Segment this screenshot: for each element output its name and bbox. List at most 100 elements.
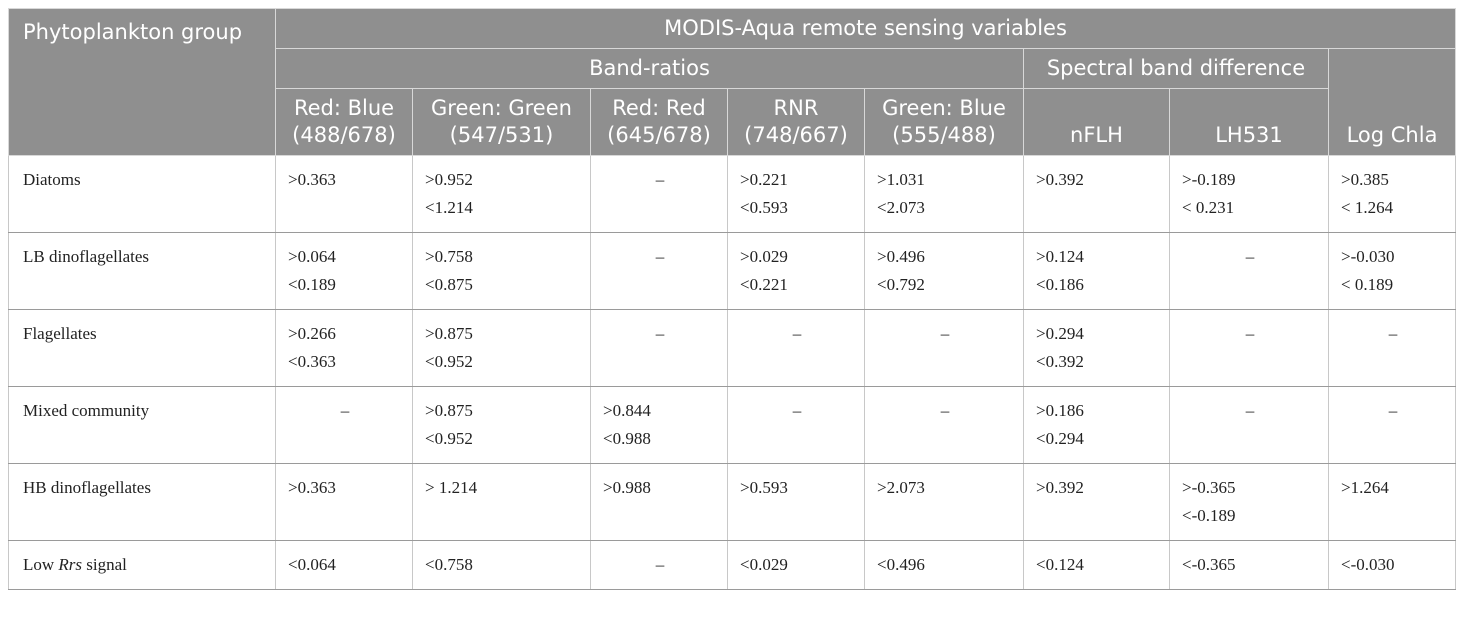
table-cell: – [727,309,865,387]
cell-line: >0.392 [1036,478,1084,497]
row-label: Diatoms [8,155,276,233]
cell-line: >0.266 [288,324,336,343]
table-cell: – [727,386,865,464]
cell-line: – [792,401,802,420]
cell-line: – [1388,401,1398,420]
cell-line: – [1245,324,1255,343]
label-part: Mixed community [23,401,150,420]
cell-line: – [1245,401,1255,420]
table-cell: >0.064 <0.189 [275,232,413,310]
cell-line: <0.392 [1036,352,1084,371]
cell-line: – [940,401,950,420]
table-cell: – [590,155,728,233]
table-row: Mixed community – >0.875 <0.952 >0.844 <0.988… [8,386,1457,464]
cell-line: >0.844 [603,401,651,420]
cell-line: < 1.264 [1341,198,1394,217]
cell-line: RNR [773,96,819,120]
table-body: Diatoms >0.363 >0.952 <1.214 – >0.221 <0.593 >1… [8,155,1457,590]
header-cell: Green: Green (547/531) [412,88,591,156]
cell-line: >0.064 [288,247,336,266]
header-cell: Band-ratios [275,48,1024,89]
cell-line: Red: Red [612,96,706,120]
label-part: HB dinoflagellates [23,478,151,497]
table-cell: > 1.214 [412,463,591,541]
cell-line: <0.792 [877,275,925,294]
cell-line: >0.294 [1036,324,1084,343]
table-cell: >-0.030 < 0.189 [1327,232,1457,310]
table-cell: >1.264 [1327,463,1457,541]
header-cell: Red: Red (645/678) [590,88,728,156]
cell-line: – [655,555,665,574]
cell-line: >0.593 [740,478,788,497]
table-cell: >0.266 <0.363 [275,309,413,387]
cell-line: – [340,401,350,420]
cell-line: <0.186 [1036,275,1084,294]
cell-line: (547/531) [449,123,554,147]
cell-line: >0.875 [425,401,473,420]
cell-line: >0.496 [877,247,925,266]
cell-line: nFLH [1070,123,1123,147]
table: Phytoplankton group MODIS-Aqua remote sen… [8,8,1457,590]
cell-line: >2.073 [877,478,925,497]
cell-line: >-0.365 [1182,478,1236,497]
table-cell: <0.064 [275,540,413,590]
cell-line: >0.988 [603,478,651,497]
cell-line: <0.064 [288,555,336,574]
cell-line: <0.363 [288,352,336,371]
table-cell: >0.029 <0.221 [727,232,865,310]
table-cell: – [1169,309,1329,387]
cell-line: <0.221 [740,275,788,294]
cell-line: LH531 [1215,123,1283,147]
table-cell: >0.221 <0.593 [727,155,865,233]
table-cell: – [590,232,728,310]
cell-line: <-0.365 [1182,555,1236,574]
table-cell: >0.758 <0.875 [412,232,591,310]
table-cell: >0.844 <0.988 [590,386,728,464]
cell-line: >0.221 [740,170,788,189]
header-cell: Red: Blue (488/678) [275,88,413,156]
header-cell: Green: Blue (555/488) [864,88,1024,156]
table-cell: >-0.365 <-0.189 [1169,463,1329,541]
cell-line: (555/488) [892,123,996,147]
cell-line: – [792,324,802,343]
row-label: Low Rrs signal [8,540,276,590]
table-cell: >0.593 [727,463,865,541]
cell-line: >1.031 [877,170,925,189]
header-cell: nFLH [1023,88,1170,156]
table-container: Phytoplankton group MODIS-Aqua remote sen… [8,8,1457,590]
table-cell: – [864,386,1024,464]
table-cell: <0.496 [864,540,1024,590]
header-row: Red: Blue (488/678) Green: Green (547/531) R… [9,88,1456,156]
table-cell: – [590,540,728,590]
cell-line: <0.294 [1036,429,1084,448]
cell-line: >0.385 [1341,170,1389,189]
table-cell: >0.875 <0.952 [412,386,591,464]
table-cell: – [275,386,413,464]
table-cell: – [590,309,728,387]
table-cell: >0.496 <0.792 [864,232,1024,310]
cell-line: >0.124 [1036,247,1084,266]
cell-line: < 0.189 [1341,275,1394,294]
table-cell: >0.294 <0.392 [1023,309,1170,387]
table-cell: – [1327,309,1457,387]
table-cell: >0.363 [275,463,413,541]
header-cell: Spectral band difference [1023,48,1329,89]
table-cell: <0.758 [412,540,591,590]
row-label: Flagellates [8,309,276,387]
table-cell: >2.073 [864,463,1024,541]
cell-line: <-0.030 [1341,555,1395,574]
table-row: Diatoms >0.363 >0.952 <1.214 – >0.221 <0.593 >1… [8,155,1457,233]
table-row: HB dinoflagellates >0.363 > 1.214 >0.988 >0.… [8,463,1457,541]
header-cell: Log Chla [1327,48,1457,156]
cell-line: – [940,324,950,343]
header-cell: LH531 [1169,88,1329,156]
cell-line: <0.952 [425,429,473,448]
cell-line: >0.029 [740,247,788,266]
cell-line: >0.363 [288,478,336,497]
cell-line: (645/678) [607,123,711,147]
cell-line: Green: Green [431,96,572,120]
cell-line: – [655,247,665,266]
cell-line: >-0.189 [1182,170,1236,189]
table-cell: >0.186 <0.294 [1023,386,1170,464]
cell-line: <0.988 [603,429,651,448]
